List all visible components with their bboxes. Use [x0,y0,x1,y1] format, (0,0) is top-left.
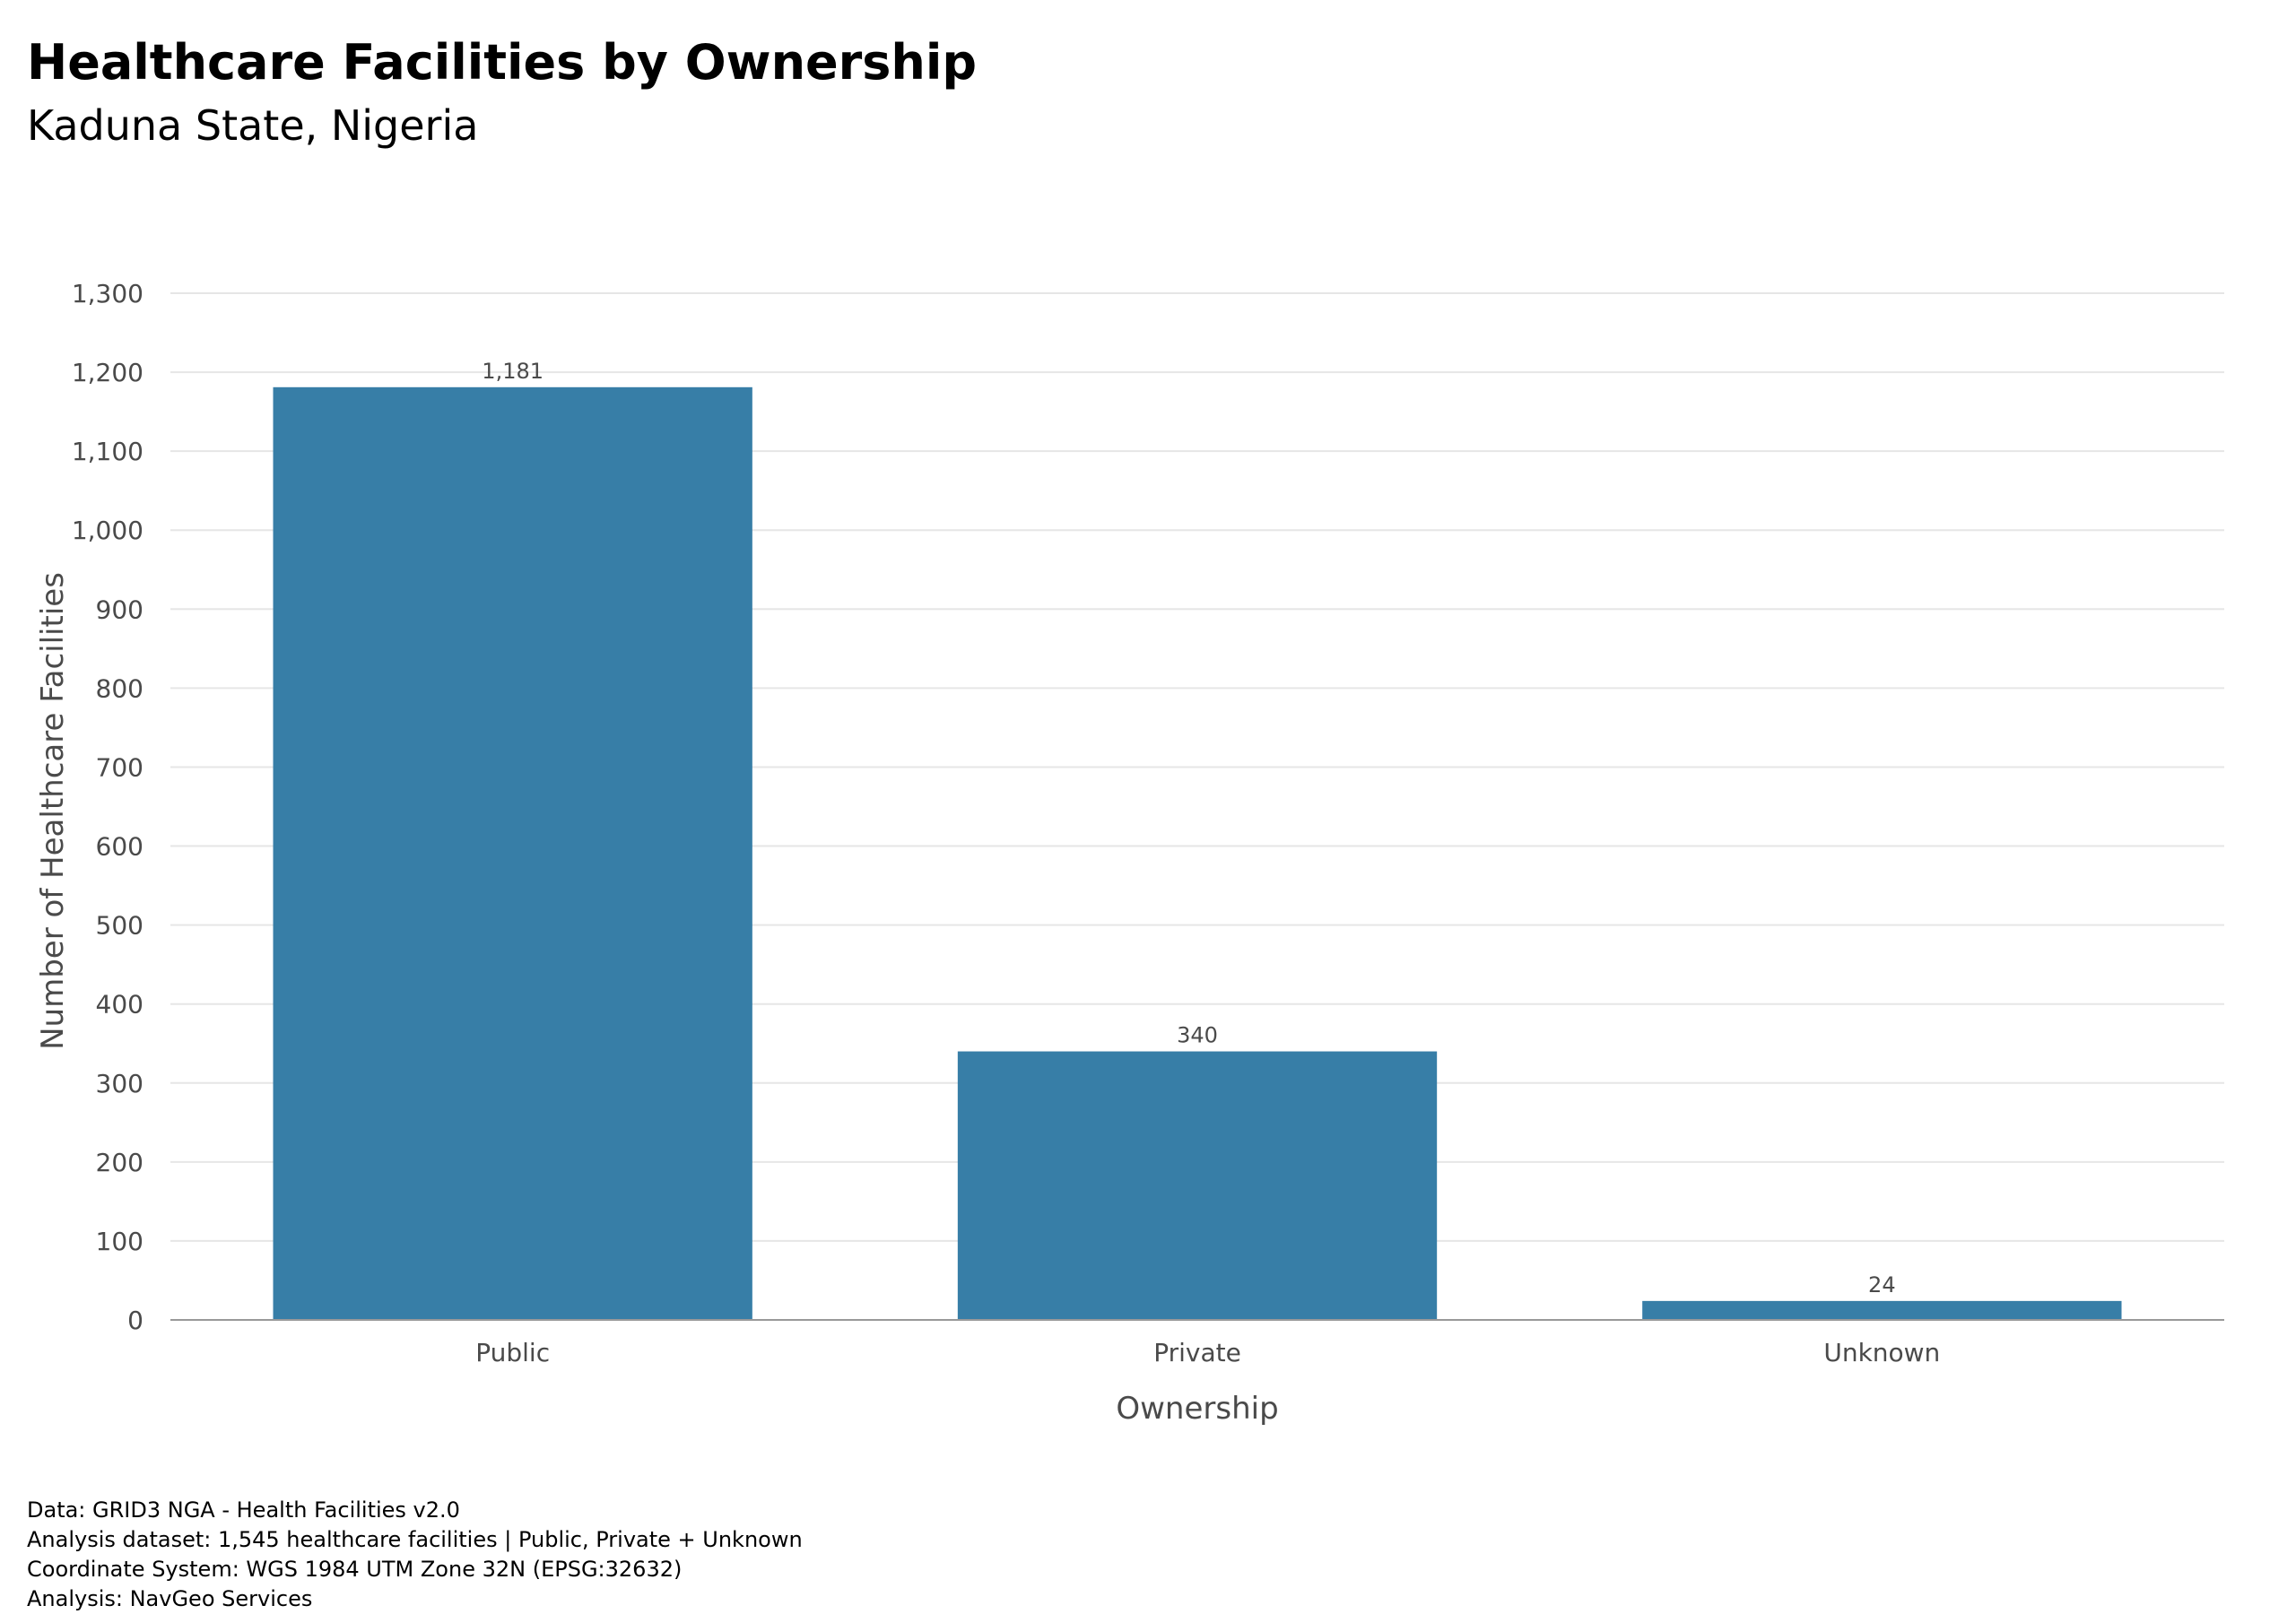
y-tick-label: 300 [96,1069,144,1098]
x-tick-label: Unknown [1823,1338,1940,1367]
x-tick-label: Public [475,1338,550,1367]
bar-public [273,386,752,1320]
caption-line-crs: Coordinate System: WGS 1984 UTM Zone 32N… [27,1557,683,1582]
bar-private [957,1051,1438,1320]
data-labels: 1,181 340 24 [482,359,1895,1298]
y-axis-ticks: 0 100 200 300 400 500 600 700 800 900 1,000 1,100 1,… [72,279,144,1335]
y-tick-label: 800 [96,673,144,703]
y-tick-label: 200 [96,1148,144,1177]
x-axis-ticks: Public Private Unknown [475,1338,1940,1367]
y-tick-label: 1,300 [72,279,144,308]
chart-title: Healthcare Facilities by Ownership [27,34,978,91]
y-tick-label: 500 [96,911,144,941]
data-label: 24 [1868,1272,1896,1298]
y-tick-label: 600 [96,832,144,862]
x-tick-label: Private [1153,1338,1241,1367]
y-axis-title: Number of Healthcare Facilities [35,572,71,1050]
x-axis-title: Ownership [1116,1391,1278,1427]
y-tick-label: 900 [96,595,144,624]
y-tick-label: 100 [96,1227,144,1256]
y-tick-label: 1,000 [72,516,144,545]
chart-subtitle: Kaduna State, Nigeria [27,101,479,150]
y-tick-label: 700 [96,752,144,782]
data-label: 1,181 [482,359,544,384]
caption: Data: GRID3 NGA - Health Facilities v2.0… [27,1496,803,1614]
caption-line-dataset: Analysis dataset: 1,545 healthcare facil… [27,1527,803,1552]
bar-unknown [1642,1300,2122,1320]
y-tick-label: 1,200 [72,358,144,387]
bars [273,386,2122,1320]
y-tick-label: 0 [127,1306,144,1335]
caption-line-data-source: Data: GRID3 NGA - Health Facilities v2.0 [27,1497,460,1523]
y-tick-label: 1,100 [72,437,144,466]
y-tick-label: 400 [96,990,144,1020]
caption-line-analysis: Analysis: NavGeo Services [27,1586,313,1611]
data-label: 340 [1177,1023,1218,1048]
